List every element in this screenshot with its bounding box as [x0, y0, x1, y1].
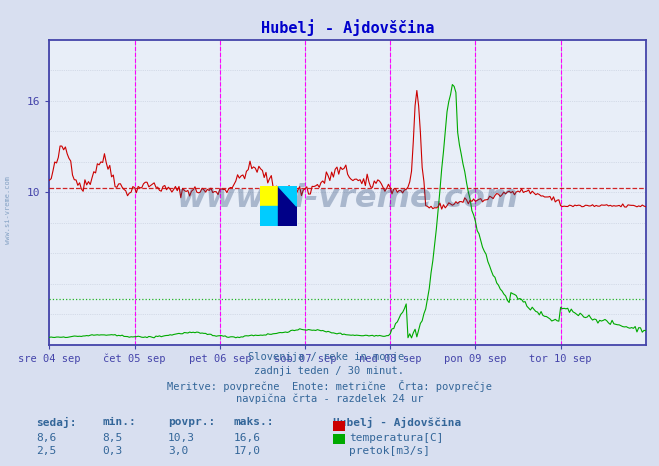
Text: Hubelj - Ajdovščina: Hubelj - Ajdovščina [333, 417, 461, 428]
Text: 8,6: 8,6 [36, 433, 57, 443]
Text: 16,6: 16,6 [234, 433, 261, 443]
Text: 0,3: 0,3 [102, 446, 123, 456]
Text: temperatura[C]: temperatura[C] [349, 433, 444, 443]
Bar [260, 206, 279, 226]
Bar [279, 186, 297, 226]
Text: navpična črta - razdelek 24 ur: navpična črta - razdelek 24 ur [236, 394, 423, 404]
Text: Slovenija / reke in morje.: Slovenija / reke in morje. [248, 352, 411, 362]
Text: www.si-vreme.com: www.si-vreme.com [5, 176, 11, 244]
Text: pretok[m3/s]: pretok[m3/s] [349, 446, 430, 456]
Bar [260, 186, 279, 206]
Text: 8,5: 8,5 [102, 433, 123, 443]
Title: Hubelj - Ajdovščina: Hubelj - Ajdovščina [261, 19, 434, 36]
Text: Meritve: povprečne  Enote: metrične  Črta: povprečje: Meritve: povprečne Enote: metrične Črta:… [167, 380, 492, 392]
Text: zadnji teden / 30 minut.: zadnji teden / 30 minut. [254, 366, 405, 376]
Text: 3,0: 3,0 [168, 446, 188, 456]
Text: 17,0: 17,0 [234, 446, 261, 456]
Polygon shape [279, 186, 297, 206]
Text: sedaj:: sedaj: [36, 417, 76, 428]
Text: 10,3: 10,3 [168, 433, 195, 443]
Text: maks.:: maks.: [234, 417, 274, 427]
Text: min.:: min.: [102, 417, 136, 427]
Text: 2,5: 2,5 [36, 446, 57, 456]
Text: www.si-vreme.com: www.si-vreme.com [177, 183, 519, 214]
Text: povpr.:: povpr.: [168, 417, 215, 427]
